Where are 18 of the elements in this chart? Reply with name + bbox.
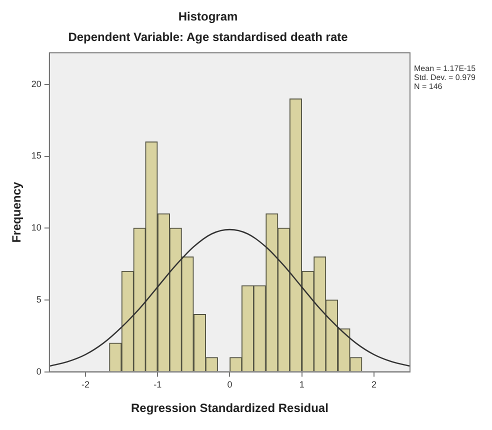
- x-tick-label: 0: [227, 380, 232, 390]
- line-series: [49, 228, 410, 367]
- x-tick-label: 1: [299, 380, 304, 390]
- chart-subtitle: Dependent Variable: Age standardised death rate: [68, 30, 348, 44]
- x-tick-label: 2: [371, 380, 376, 390]
- y-tick-label: 15: [31, 150, 42, 161]
- chart-title: Histogram: [178, 10, 238, 24]
- text: Mean = 1.17E-15: [414, 64, 476, 74]
- text: N = 146: [414, 82, 443, 92]
- x-axis-title: Regression Standardized Residual: [131, 401, 328, 416]
- text: Std. Dev. = 0.979: [414, 73, 476, 82]
- y-tick-label: 10: [31, 222, 42, 233]
- y-axis-title: Frequency: [10, 182, 24, 243]
- x-tick-label: -2: [81, 380, 90, 390]
- x-tick-label: -1: [154, 380, 162, 390]
- y-tick-label: 0: [36, 366, 42, 376]
- y-tick-label: 20: [31, 78, 42, 89]
- y-tick-label: 5: [36, 294, 42, 304]
